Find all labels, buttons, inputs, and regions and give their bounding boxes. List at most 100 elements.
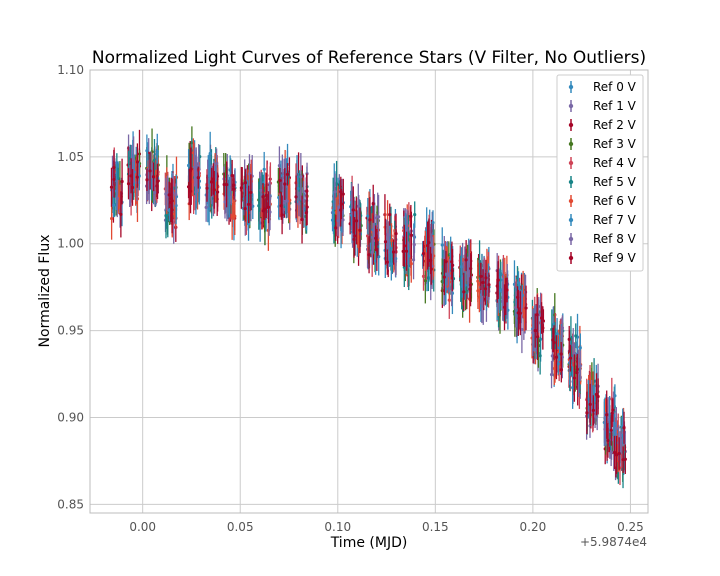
marker xyxy=(413,212,417,217)
legend-marker xyxy=(568,217,574,223)
marker xyxy=(300,217,304,222)
marker xyxy=(487,283,491,287)
marker xyxy=(495,284,499,288)
marker xyxy=(368,218,372,222)
data-point xyxy=(243,169,247,197)
marker xyxy=(210,180,214,184)
marker xyxy=(216,190,220,194)
data-point xyxy=(115,179,119,218)
legend-label: Ref 4 V xyxy=(593,156,637,170)
marker xyxy=(429,267,433,271)
data-point xyxy=(261,194,265,228)
x-tick-label: 0.05 xyxy=(227,520,254,534)
legend-label: Ref 2 V xyxy=(593,118,637,132)
marker xyxy=(388,213,392,217)
marker xyxy=(588,402,592,406)
marker xyxy=(167,193,171,197)
y-tick-label: 1.10 xyxy=(57,63,84,77)
data-point xyxy=(285,184,289,218)
marker xyxy=(574,334,578,338)
marker xyxy=(479,274,483,278)
marker xyxy=(531,331,535,335)
legend: Ref 0 V Ref 1 V Ref 2 V Ref 3 V Ref 4 V Ref 5… xyxy=(556,74,644,272)
marker xyxy=(148,169,152,173)
marker xyxy=(393,259,398,263)
marker xyxy=(188,189,193,193)
data-point xyxy=(145,134,149,167)
marker xyxy=(549,372,554,377)
marker xyxy=(376,215,381,219)
legend-marker xyxy=(568,255,574,261)
marker xyxy=(135,175,139,179)
marker xyxy=(333,190,337,194)
marker xyxy=(409,233,413,237)
marker xyxy=(374,236,378,240)
marker xyxy=(194,161,198,166)
x-ticks: 0.00 0.05 0.10 0.15 0.20 0.25 xyxy=(129,520,643,534)
y-tick-label: 1.05 xyxy=(57,150,84,164)
marker xyxy=(596,394,600,399)
marker xyxy=(468,287,472,291)
marker xyxy=(288,198,292,202)
marker xyxy=(612,450,617,455)
marker xyxy=(339,208,343,212)
marker xyxy=(120,179,124,184)
data-point xyxy=(174,183,178,206)
marker xyxy=(578,364,582,368)
marker xyxy=(541,326,545,330)
marker xyxy=(352,237,356,241)
data-point xyxy=(230,159,234,192)
marker xyxy=(622,426,626,430)
marker xyxy=(391,250,396,254)
marker xyxy=(555,332,559,336)
marker xyxy=(367,253,371,257)
marker xyxy=(112,203,116,207)
marker xyxy=(285,199,289,203)
x-axis-label: Time (MJD) xyxy=(330,535,408,551)
marker xyxy=(153,191,157,195)
data-point xyxy=(283,168,287,200)
y-tick-label: 0.95 xyxy=(57,324,84,338)
data-point xyxy=(247,185,251,224)
x-offset-label: +5.9874e4 xyxy=(580,535,647,549)
marker xyxy=(204,205,208,210)
marker xyxy=(208,151,212,156)
marker xyxy=(155,152,159,156)
data-point xyxy=(152,139,157,182)
marker xyxy=(371,202,375,206)
marker xyxy=(285,172,290,176)
marker xyxy=(304,211,308,215)
data-point xyxy=(120,158,124,205)
y-tick-label: 1.00 xyxy=(57,237,84,251)
marker xyxy=(431,221,435,225)
marker xyxy=(614,426,618,431)
marker xyxy=(231,202,236,207)
legend-label: Ref 9 V xyxy=(593,251,637,265)
data-point xyxy=(262,151,266,187)
marker xyxy=(621,458,625,462)
marker xyxy=(130,185,135,190)
x-tick-label: 0.00 xyxy=(129,520,156,534)
legend-label: Ref 7 V xyxy=(593,213,637,227)
legend-marker xyxy=(568,122,574,128)
marker xyxy=(559,352,563,356)
marker xyxy=(514,305,518,310)
data-point xyxy=(232,174,236,196)
y-tick-label: 0.90 xyxy=(57,410,84,424)
legend-marker xyxy=(568,84,574,90)
legend-marker xyxy=(568,198,574,204)
data-point xyxy=(194,147,198,180)
data-point xyxy=(155,174,159,198)
marker xyxy=(556,362,560,366)
marker xyxy=(192,165,197,169)
marker xyxy=(115,196,119,201)
x-tick-label: 0.20 xyxy=(520,520,547,534)
marker xyxy=(207,207,211,211)
marker xyxy=(502,305,507,309)
data-point xyxy=(210,167,214,197)
marker xyxy=(266,205,271,209)
marker xyxy=(572,376,576,380)
marker xyxy=(466,271,470,275)
data-point xyxy=(148,152,152,190)
